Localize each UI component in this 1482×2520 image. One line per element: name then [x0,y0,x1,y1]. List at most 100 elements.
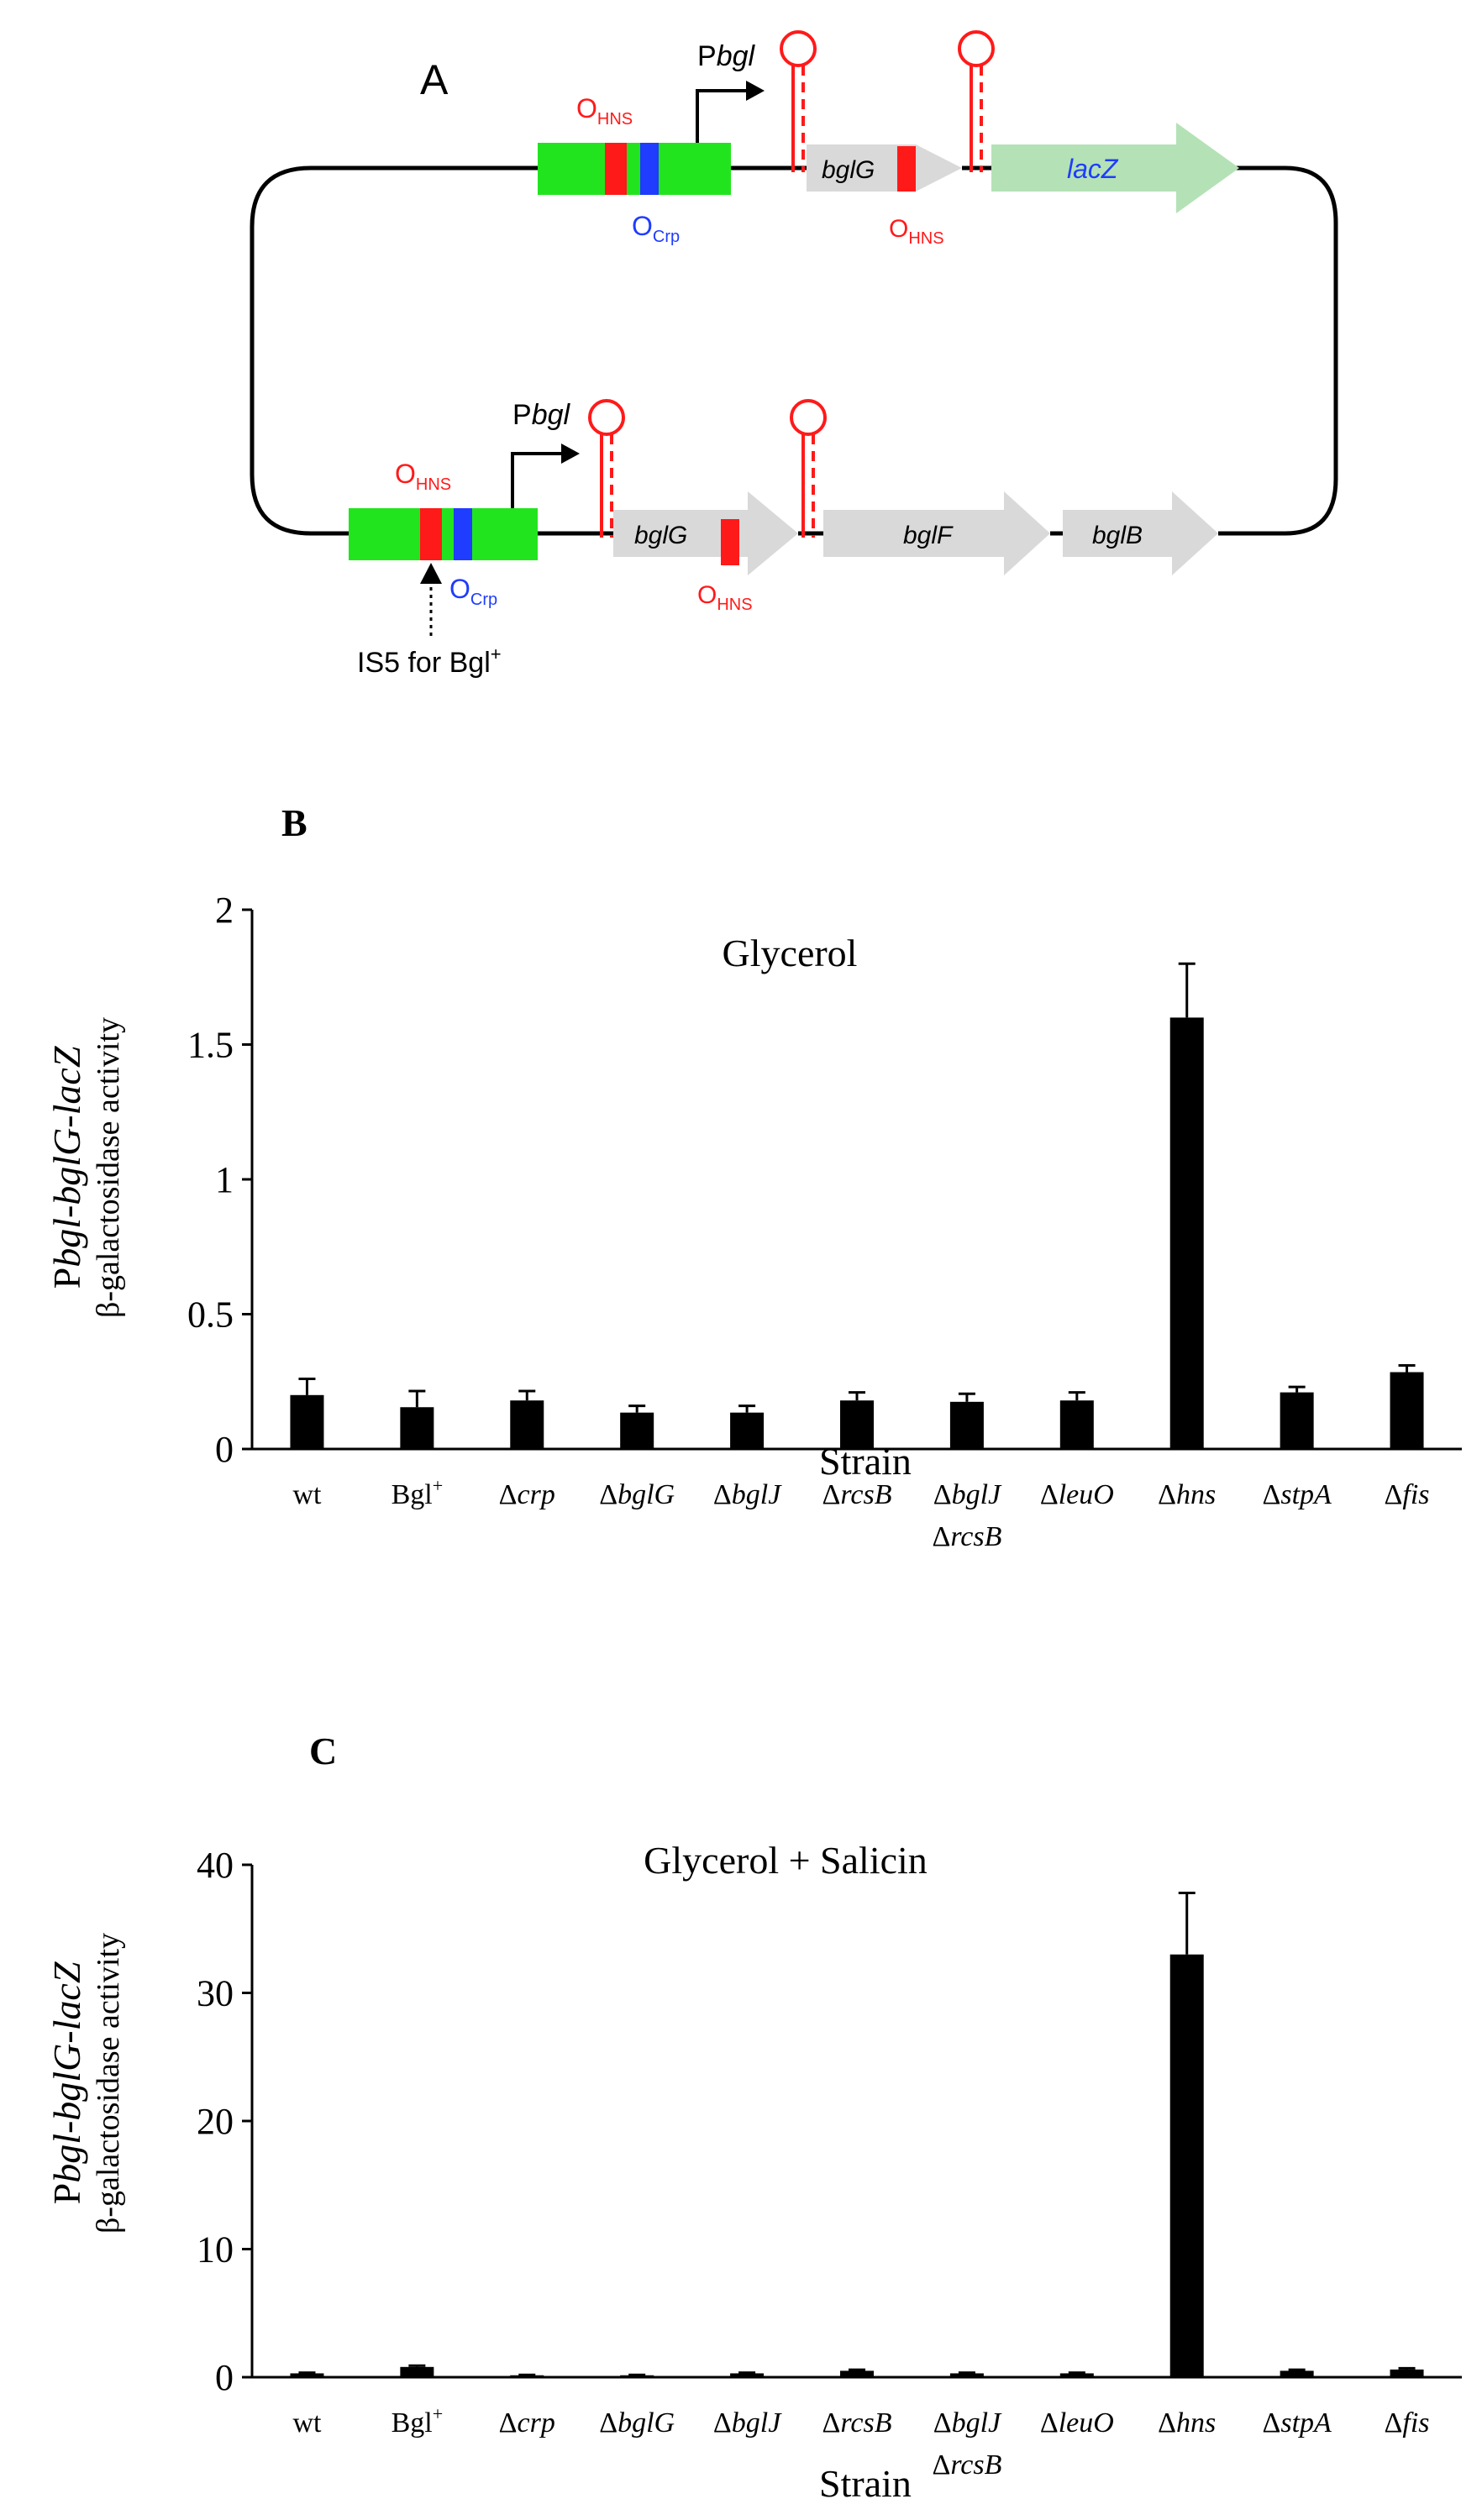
chart-c-ylabel-line2: β-galactosidase activity [91,1933,126,2234]
x-tick-label: wt [292,1479,322,1510]
gene-lacZ-label: lacZ [1067,154,1119,184]
bar [840,2370,874,2377]
chart-b-ylabel-line2: β-galactosidase activity [91,1017,126,1318]
chart-c-plot-area: 0 10 20 30 40 wt Bgl+ Δcrp ΔbglG ΔbglJ ΔrcsB ΔbglJ Δ… [197,1845,1462,2481]
chart-b-plot-area: 0 0.5 1 1.5 2 wt Bgl+ Δcrp ΔbglG ΔbglJ ΔrcsB ΔbglJ Δ… [187,890,1462,1552]
x-tick-label: Δcrp [499,1479,555,1510]
promoter-label-top: Pbgl [697,40,756,72]
y-tick-label: 2 [215,890,234,931]
gene-bglF-arrowhead [1004,491,1050,575]
transcription-arrowhead-bottom [561,444,580,464]
o-hns-site-bglG-top [897,146,916,192]
x-tick-label: ΔrcsB [822,2407,892,2439]
gene-bglF [823,510,1050,557]
gene-bglB-label: bglB [1092,522,1143,549]
bar [1390,2369,1424,2377]
bar [840,1400,874,1449]
x-tick-label: ΔstpA [1262,2407,1332,2439]
is5-insertion-arrowhead [420,563,442,584]
terminator-hairpin-bottom-1 [588,399,625,538]
y-tick-label: 0 [215,2357,234,2398]
y-tick-label: 10 [197,2229,234,2271]
bar [620,2375,654,2377]
promoter-region-box-bottom [349,508,538,560]
gene-bglF-label: bglF [903,522,954,549]
y-tick-label: 1 [215,1159,234,1200]
gene-bglG-top-label: bglG [822,156,875,184]
bar [730,2373,765,2377]
x-tick-label: Bgl+ [392,2403,444,2439]
o-crp-site-bottom [454,508,472,560]
bar [1280,1392,1314,1449]
bar [730,1412,765,1449]
terminator-hairpin-top-1 [780,30,817,172]
operon-diagram: A OHNS OCrp Pbgl bglG OHNS lacZ [250,30,1338,679]
x-tick-label: ΔbglG [599,1479,675,1510]
transcription-arrow-bottom [511,452,563,508]
terminator-hairpin-top-2 [958,30,995,172]
x-tick-label-line1: ΔbglJ [933,1479,1002,1510]
x-tick-label: Δhns [1158,2407,1216,2439]
gene-bglG-bottom-label: bglG [634,522,687,549]
bar [510,2375,544,2377]
chart-b-title: Glycerol [723,932,858,974]
chart-glycerol-salicin: C Glycerol + Salicin Strain Pbgl-bglG-la… [45,1730,1462,2505]
bar [1059,2373,1094,2377]
gene-bglG-top [807,144,962,192]
bar [620,1412,654,1449]
o-crp-site-top [640,143,659,195]
gene-lacZ [991,144,1235,192]
y-tick-label: 40 [197,1845,234,1886]
x-tick-label: ΔbglG [599,2407,675,2439]
transcription-arrowhead-top [746,81,765,101]
panel-c-label: C [309,1730,337,1772]
o-hns-site-top [605,143,627,195]
transcription-arrow-top [696,89,748,143]
promoter-label-bottom: Pbgl [512,399,571,431]
x-tick-label: ΔleuO [1040,2407,1114,2439]
bar [400,1407,434,1449]
o-hns-label-bottom: OHNS [395,459,451,494]
chart-c-ylabel: Pbgl-bglG-lacZ β-galactosidase activity [45,1933,126,2234]
x-tick-label-line2: ΔrcsB [932,2449,1001,2481]
y-tick-label: 20 [197,2101,234,2142]
x-tick-label: wt [292,2407,322,2439]
chart-glycerol: B Glycerol Strain Pbgl-bglG-lacZ β-galac… [45,801,1462,1552]
promoter-region-box-top [538,143,731,195]
o-crp-label-top: OCrp [632,211,680,246]
x-tick-label: ΔbglJ [713,2407,782,2439]
bar [1169,1017,1204,1449]
x-tick-label: Bgl+ [392,1475,444,1510]
o-hns-site-bottom [420,508,442,560]
bar [1059,1400,1094,1449]
y-tick-label: 0 [215,1429,234,1470]
y-tick-label: 30 [197,1973,234,2014]
chart-b-ylabel: Pbgl-bglG-lacZ β-galactosidase activity [45,1017,126,1318]
chart-c-ylabel-line1: Pbgl-bglG-lacZ [45,1961,88,2204]
x-tick-label: ΔleuO [1040,1479,1114,1510]
terminator-hairpin-bottom-2 [790,399,827,538]
bar [290,1394,324,1449]
gene-bglG-bottom-arrowhead [748,491,798,575]
x-tick-label: ΔbglJ [713,1479,782,1510]
x-tick-label: ΔstpA [1262,1479,1332,1510]
bar [949,2373,984,2377]
gene-bglB-arrowhead [1172,491,1218,575]
chart-c-title: Glycerol + Salicin [644,1839,928,1882]
bar [510,1400,544,1449]
y-tick-label: 1.5 [187,1025,234,1066]
chart-c-xlabel: Strain [819,2462,912,2505]
bar [400,2366,434,2377]
o-hns-label-bglG-top: OHNS [889,215,944,248]
bar [1280,2370,1314,2377]
x-tick-label: Δfis [1385,1479,1430,1510]
x-tick-label: Δcrp [499,2407,555,2439]
x-tick-label: ΔrcsB [822,1479,892,1510]
bar [1390,1372,1424,1449]
x-tick-label-line1: ΔbglJ [933,2407,1002,2439]
o-hns-label-bglG-bottom: OHNS [697,581,753,614]
panel-a-label: A [420,56,449,103]
o-hns-label-top: OHNS [576,93,633,129]
is5-label: IS5 for Bgl+ [357,643,502,679]
